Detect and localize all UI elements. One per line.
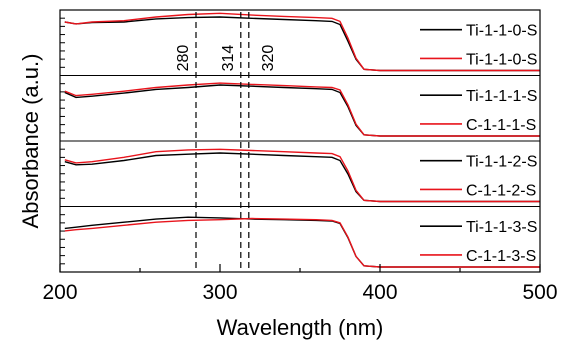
legend-label: Ti-1-1-3-S	[466, 219, 537, 236]
reference-line-label: 314	[220, 45, 237, 72]
legend-label: Ti-1-1-2-S	[466, 154, 537, 171]
legend-label: C-1-1-2-S	[466, 182, 536, 199]
legend-label: Ti-1-1-0-S	[466, 51, 537, 68]
legend-label: Ti-1-1-1-S	[466, 88, 537, 105]
reference-lines: 280 314 320	[175, 12, 277, 272]
reference-line-label: 280	[175, 45, 192, 72]
legend-label: Ti-1-1-0-S	[466, 23, 537, 40]
series-line-ti-1-1-0-s	[64, 12, 540, 72]
y-axis-label: Absorbance (a.u.)	[18, 54, 43, 229]
series-line-c-1-1-2-s	[64, 148, 540, 203]
reference-line-label: 320	[260, 45, 277, 72]
legend-group: Ti-1-1-0-S Ti-1-1-0-S Ti-1-1-1-S C-1-1-1-S T…	[420, 23, 537, 265]
x-tick-label: 200	[42, 281, 77, 304]
series-line-c-1-1-3-s	[64, 217, 540, 268]
x-tick-label: 400	[362, 281, 397, 304]
x-tick-label: 500	[522, 281, 557, 304]
panels-group	[60, 12, 540, 268]
x-axis: 200 300 400 500	[42, 264, 558, 304]
x-tick-label: 300	[202, 281, 237, 304]
series-line-c-1-1-1-s	[64, 82, 540, 137]
legend-label: C-1-1-1-S	[466, 117, 536, 134]
legend-label: C-1-1-3-S	[466, 248, 536, 265]
x-axis-label: Wavelength (nm)	[217, 315, 384, 340]
